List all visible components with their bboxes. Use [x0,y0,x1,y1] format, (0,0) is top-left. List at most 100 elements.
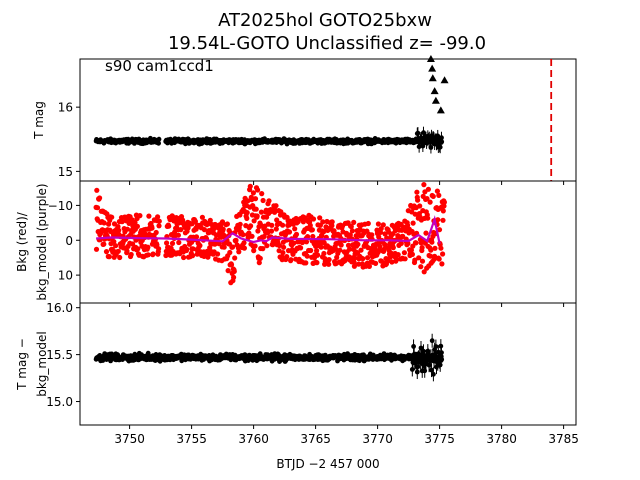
background-point [124,226,130,232]
background-point [347,246,353,252]
background-point [258,209,264,215]
background-point [412,257,418,263]
x-tick-label: 3750 [114,432,145,446]
background-point [94,205,101,211]
background-point [398,240,404,246]
background-point [303,239,310,245]
background-point [241,240,247,246]
background-point [310,216,317,222]
background-point [264,214,270,220]
background-point [314,248,320,254]
background-point [329,219,335,225]
background-point [216,241,222,247]
top-panel-magnitude: 15 16 T mag [32,55,577,185]
y-tick-label: 16 [58,101,73,115]
background-point [419,245,425,251]
background-point [240,232,246,238]
background-point [298,245,304,251]
background-point [429,239,435,245]
background-point [132,219,138,226]
background-point [175,232,181,238]
background-point [390,245,396,251]
background-point [366,263,372,269]
background-point [137,213,143,219]
background-point [308,247,314,254]
data-point [438,140,444,145]
background-point [424,196,430,202]
x-axis-label: BTJD −2 457 000 [276,457,379,471]
background-point [232,255,238,261]
background-point [288,257,294,263]
background-point [365,255,371,261]
y-tick-label: 15 [58,165,73,179]
background-point [169,240,176,246]
background-point [237,221,243,227]
background-point [436,227,443,233]
data-point [411,344,416,349]
data-point [429,367,434,373]
background-point [292,226,298,232]
background-point [356,261,362,267]
background-point [430,193,436,199]
background-point [231,268,237,274]
background-point [375,221,381,227]
background-point [416,255,422,261]
background-point [320,219,326,225]
data-point [429,338,435,344]
background-point [101,241,107,247]
background-point [355,241,361,247]
background-point [269,222,275,228]
y-tick-label: 15.5 [46,348,73,362]
background-point [119,219,125,225]
x-tick-label: 3765 [300,432,331,446]
background-point [260,246,266,252]
background-point [351,259,357,265]
background-point [115,248,121,254]
data-point [427,358,433,364]
background-point [111,239,117,245]
background-point [381,246,387,252]
background-point [286,229,293,235]
background-point [309,227,315,233]
background-point [329,223,335,229]
background-point [280,222,286,228]
background-point [427,253,434,259]
background-point [439,261,445,267]
background-point [156,223,162,229]
background-point [419,258,426,264]
background-point [436,256,442,262]
x-tick-label: 3785 [548,432,579,446]
upper-limit-triangle [430,87,439,95]
background-point [181,254,187,261]
background-point [441,203,447,209]
data-point [433,344,439,349]
background-point [265,230,271,236]
background-point [244,215,250,221]
background-point [103,249,110,255]
data-point [439,350,444,355]
background-point [268,228,275,234]
background-point [351,263,357,269]
background-point [273,203,279,209]
x-tick-label: 3775 [424,432,455,446]
background-point [94,187,100,193]
background-point [255,228,261,234]
background-point [185,225,191,231]
background-point [338,242,344,248]
background-point [251,248,257,254]
y-tick-label: 15.0 [46,395,73,409]
background-point [178,227,184,233]
background-point [155,214,161,220]
background-point [307,222,313,228]
background-point [347,232,353,238]
data-point [145,350,151,356]
data-point [409,367,415,372]
background-point [408,247,414,253]
background-point [199,214,205,220]
background-point [256,260,262,266]
background-point [315,252,321,258]
background-point [224,221,230,227]
background-point [310,233,316,240]
background-point [421,269,427,275]
background-point [319,233,325,239]
